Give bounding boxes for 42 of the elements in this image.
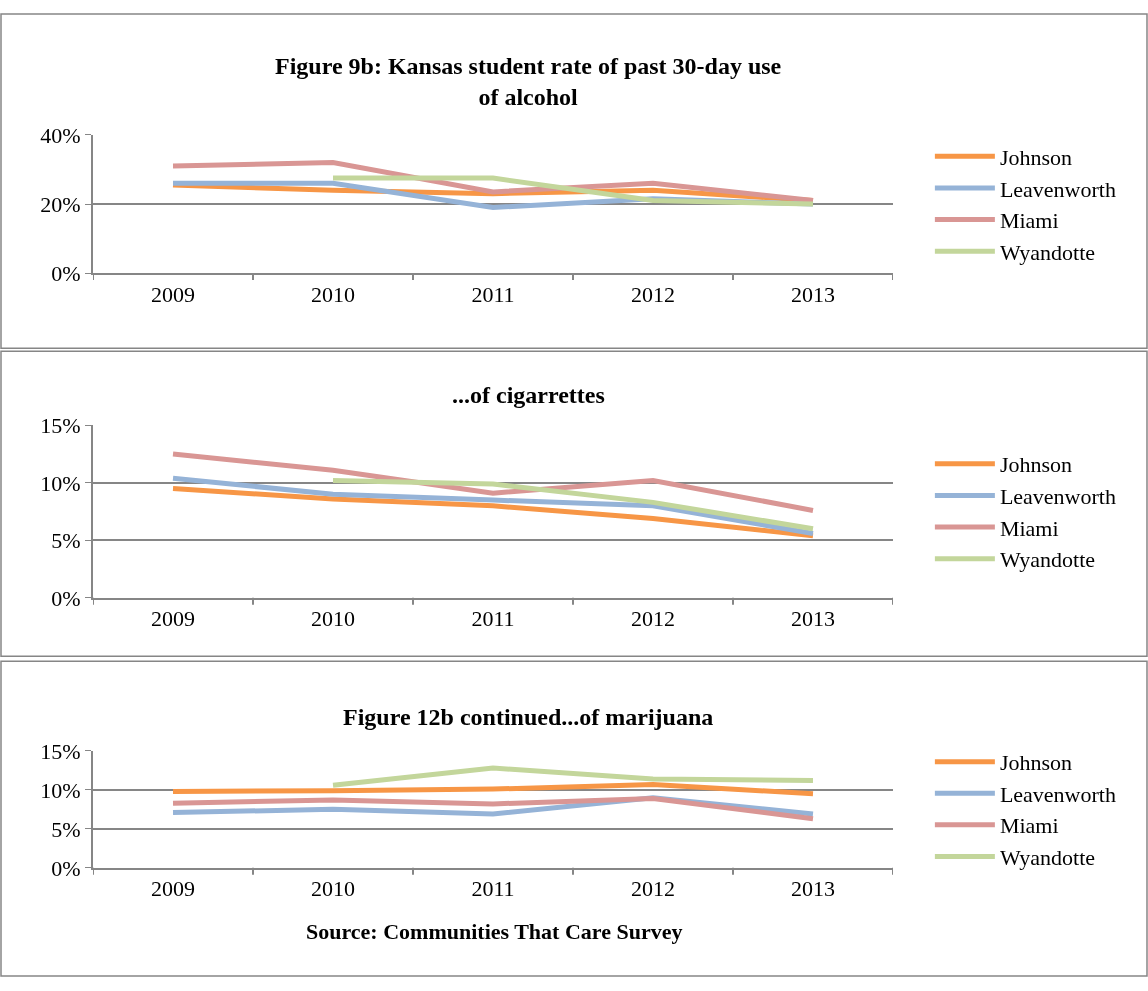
x-tick-label: 2011 bbox=[471, 281, 515, 307]
x-tick-label: 2011 bbox=[471, 606, 515, 632]
y-tick-label: 0% bbox=[51, 585, 81, 611]
x-tick-label: 2010 bbox=[311, 876, 355, 902]
chart-title: Figure 9b: Kansas student rate of past 30-day use of alcohol bbox=[275, 53, 782, 111]
legend-label: Johnson bbox=[999, 750, 1073, 776]
x-tick-label: 2012 bbox=[631, 281, 675, 307]
legend-label: Johnson bbox=[999, 452, 1073, 478]
y-tick-label: 10% bbox=[40, 777, 81, 803]
y-tick-label: 5% bbox=[51, 816, 81, 842]
x-tick-label: 2012 bbox=[631, 606, 675, 632]
legend-label: Johnson bbox=[999, 144, 1073, 170]
legend-label: Wyandotte bbox=[999, 845, 1096, 871]
legend-label: Leavenworth bbox=[999, 176, 1116, 202]
x-tick-label: 2009 bbox=[151, 281, 195, 307]
x-tick-label: 2012 bbox=[631, 876, 675, 902]
y-tick-label: 10% bbox=[40, 470, 81, 496]
x-tick-label: 2013 bbox=[791, 281, 835, 307]
y-tick-label: 0% bbox=[51, 260, 81, 286]
x-tick-label: 2009 bbox=[151, 876, 195, 902]
x-tick-label: 2011 bbox=[471, 876, 515, 902]
x-tick-label: 2013 bbox=[791, 606, 835, 632]
x-tick-label: 2009 bbox=[151, 606, 195, 632]
source-note: Source: Communities That Care Survey bbox=[306, 919, 683, 944]
legend-label: Leavenworth bbox=[999, 484, 1116, 510]
legend-label: Wyandotte bbox=[999, 239, 1096, 265]
x-tick-label: 2010 bbox=[311, 281, 355, 307]
y-tick-label: 40% bbox=[40, 122, 81, 148]
x-tick-label: 2010 bbox=[311, 606, 355, 632]
y-tick-label: 15% bbox=[40, 738, 81, 764]
legend-label: Miami bbox=[999, 813, 1059, 839]
y-tick-label: 20% bbox=[40, 191, 81, 217]
legend-label: Miami bbox=[999, 515, 1059, 541]
y-tick-label: 15% bbox=[40, 413, 81, 438]
y-tick-label: 0% bbox=[51, 855, 81, 881]
chart-title: ...of cigarrettes bbox=[452, 382, 605, 408]
legend-label: Miami bbox=[999, 208, 1059, 234]
x-tick-label: 2013 bbox=[791, 876, 835, 902]
legend-label: Wyandotte bbox=[999, 547, 1096, 573]
chart-title: Figure 12b continued...of marijuana bbox=[343, 704, 714, 730]
legend-label: Leavenworth bbox=[999, 781, 1116, 807]
y-tick-label: 5% bbox=[51, 528, 81, 554]
